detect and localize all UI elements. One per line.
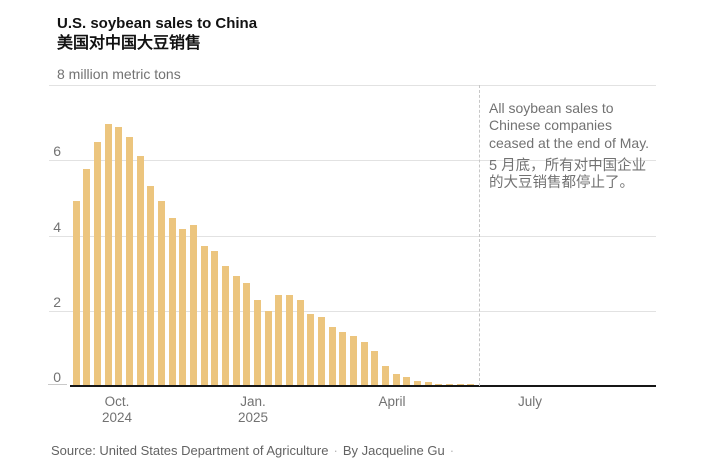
x-tick-label-4: July <box>517 394 542 409</box>
bar-week-9 <box>158 201 166 385</box>
bar-week-35 <box>435 383 443 385</box>
bar-week-38 <box>467 383 475 385</box>
bar-week-25 <box>328 326 336 385</box>
event-divider-dashed-line <box>479 85 480 386</box>
bar-week-3 <box>94 142 102 385</box>
bar-week-30 <box>382 366 390 385</box>
gridline-8 <box>49 85 656 86</box>
bar-week-16 <box>232 275 240 385</box>
source-line: Source: United States Department of Agri… <box>51 443 459 458</box>
x-tick-label-2: Jan. 2025 <box>237 394 269 425</box>
bar-week-24 <box>318 317 326 385</box>
separator-dot: · <box>449 443 455 458</box>
bar-week-18 <box>254 300 262 385</box>
y-tick-label-4: 4 <box>53 218 61 235</box>
bar-week-32 <box>403 377 411 385</box>
bar-week-23 <box>307 313 315 385</box>
bar-week-13 <box>200 245 208 385</box>
plot-area: 0 2 4 6 <box>48 85 656 387</box>
annotation-text-en: All soybean sales to Chinese companies c… <box>489 100 650 151</box>
bar-week-29 <box>371 351 379 385</box>
bar-week-21 <box>286 294 294 385</box>
x-tick-label-3: April <box>378 394 406 409</box>
bar-week-15 <box>222 266 230 385</box>
bar-week-33 <box>414 380 422 385</box>
bar-week-1 <box>72 200 80 385</box>
gridline-4 <box>49 235 656 237</box>
chart-title-zh: 美国对中国大豆销售 <box>57 35 202 52</box>
separator-dot: · <box>333 443 338 458</box>
bar-week-37 <box>456 383 464 385</box>
gridline-2 <box>49 310 656 312</box>
y-tick-label-0: 0 <box>53 369 61 385</box>
y-tick-label-2: 2 <box>53 293 61 310</box>
bar-week-36 <box>446 383 454 385</box>
bar-week-20 <box>275 294 283 385</box>
annotation-text-zh: 5 月底，所有对中国企业 的大豆销售都停止了。 <box>489 157 647 192</box>
byline-text: By Jacqueline Gu <box>342 443 445 458</box>
bar-week-19 <box>264 310 272 385</box>
gridline-6 <box>49 160 656 162</box>
bar-week-22 <box>296 300 304 385</box>
bar-week-14 <box>211 251 219 385</box>
bar-week-6 <box>126 136 134 385</box>
bar-week-28 <box>360 341 368 385</box>
bar-week-10 <box>168 217 176 385</box>
annotation-block: All soybean sales to Chinese companies c… <box>489 100 657 193</box>
bar-week-26 <box>339 331 347 385</box>
bar-week-5 <box>115 127 123 385</box>
x-tick-label-1: Oct. 2024 <box>101 394 133 425</box>
source-text: Source: United States Department of Agri… <box>51 443 329 458</box>
y-axis-unit-label: 8 million metric tons <box>57 66 181 82</box>
bar-week-27 <box>350 336 358 385</box>
bar-week-12 <box>190 225 198 385</box>
bar-week-31 <box>392 373 400 385</box>
bar-week-17 <box>243 283 251 385</box>
bar-week-34 <box>424 382 432 385</box>
bar-week-2 <box>83 168 91 385</box>
bar-week-7 <box>136 155 144 385</box>
y-tick-label-6: 6 <box>53 143 61 160</box>
bar-week-8 <box>147 185 155 385</box>
chart-title-en: U.S. soybean sales to China <box>57 15 258 32</box>
bar-week-4 <box>104 123 112 385</box>
zero-gridline-stub <box>48 384 67 385</box>
bar-week-11 <box>179 228 187 385</box>
x-axis-baseline <box>70 385 656 387</box>
